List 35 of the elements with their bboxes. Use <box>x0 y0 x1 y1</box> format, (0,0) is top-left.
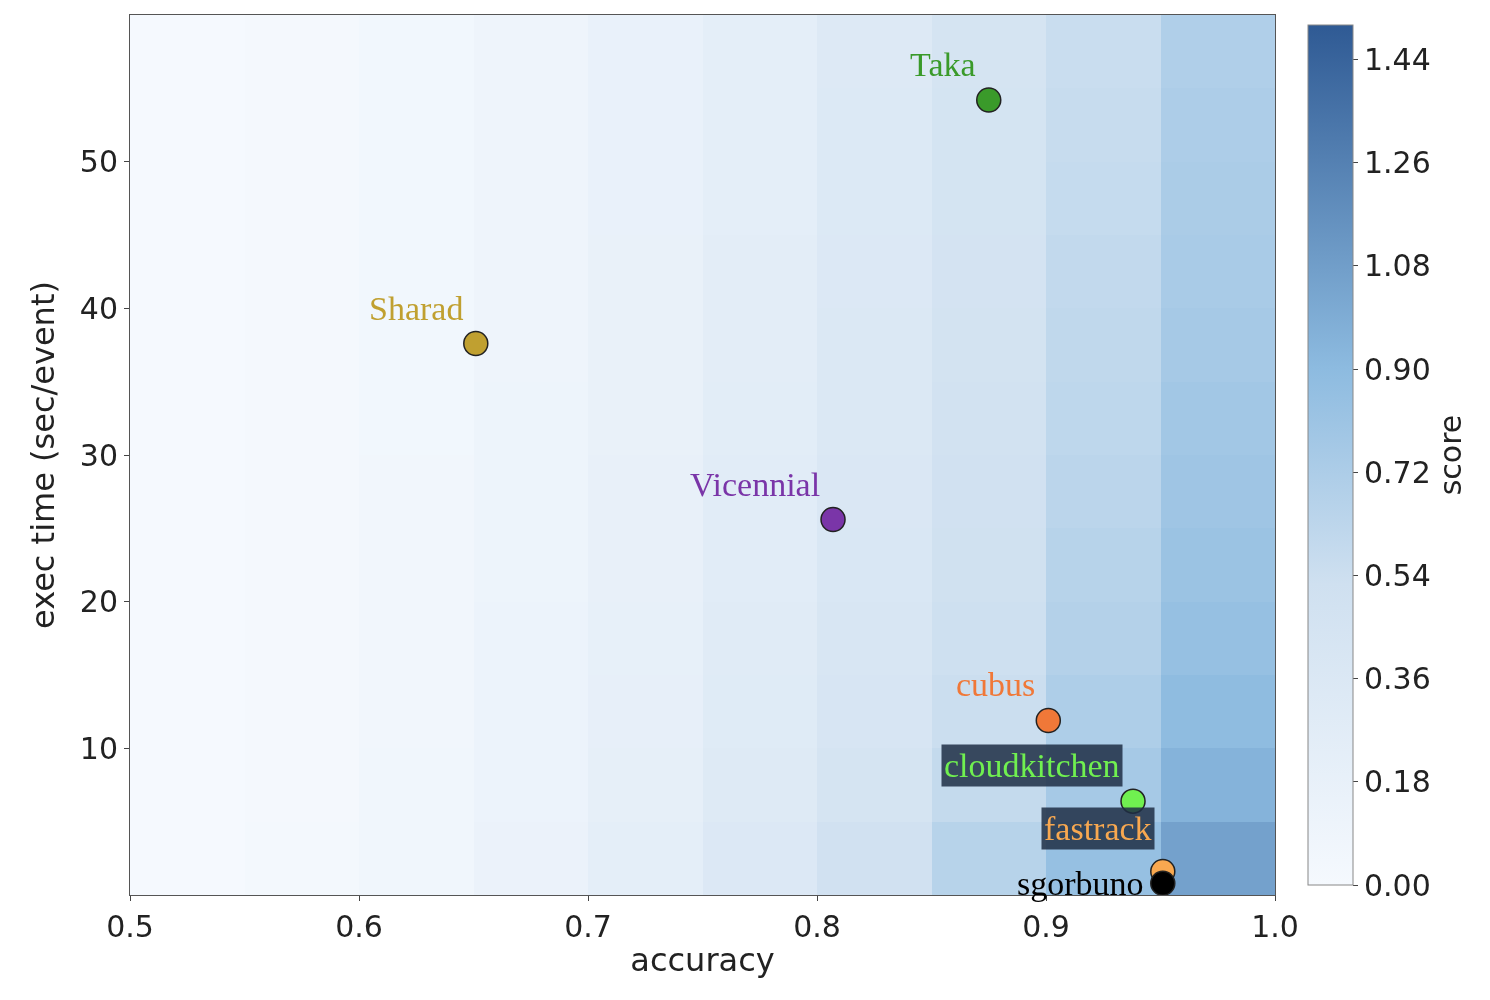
color-bar-title: score <box>1432 414 1468 496</box>
series-label: sgorbuno <box>1017 865 1144 902</box>
x-tick-label: 0.6 <box>335 909 383 944</box>
color-bar-label: 0.36 <box>1364 661 1431 697</box>
y-tick-label: 10 <box>79 730 118 766</box>
y-tick-label: 50 <box>79 144 118 180</box>
point <box>976 87 1002 113</box>
y-tick-label: 20 <box>79 584 118 620</box>
y-tick-label: 40 <box>79 290 118 326</box>
x-tick-label: 0.7 <box>564 909 612 944</box>
y-tick-label: 30 <box>79 437 118 473</box>
series-label: Vicennial <box>690 466 821 503</box>
series-label: Taka <box>910 46 976 83</box>
series-label: cubus <box>956 666 1036 703</box>
series-label: fastrack <box>1044 810 1152 847</box>
x-tick-label: 0.5 <box>106 909 154 944</box>
x-axis-title: accuracy <box>630 940 775 979</box>
series-label: Sharad <box>369 290 464 327</box>
color-bar-label: 0.00 <box>1364 867 1431 903</box>
series-label: cloudkitchen <box>944 747 1120 784</box>
point <box>820 506 846 533</box>
point <box>463 330 489 357</box>
color-bar-label: 1.44 <box>1364 41 1431 77</box>
y-axis-title: exec time (sec/event) <box>24 281 63 629</box>
color-bar-label: 0.54 <box>1364 557 1431 593</box>
x-tick-label: 0.8 <box>793 909 841 944</box>
x-tick-label: 1.0 <box>1251 909 1299 944</box>
point <box>1150 870 1176 897</box>
color-bar-label: 0.18 <box>1364 764 1431 800</box>
color-bar-label: 0.90 <box>1364 351 1431 387</box>
color-bar-label: 1.08 <box>1364 248 1431 284</box>
color-bar-label: 0.72 <box>1364 454 1431 490</box>
color-bar-label: 1.26 <box>1364 145 1431 181</box>
point <box>1035 707 1062 734</box>
x-tick-label: 0.9 <box>1022 909 1070 944</box>
